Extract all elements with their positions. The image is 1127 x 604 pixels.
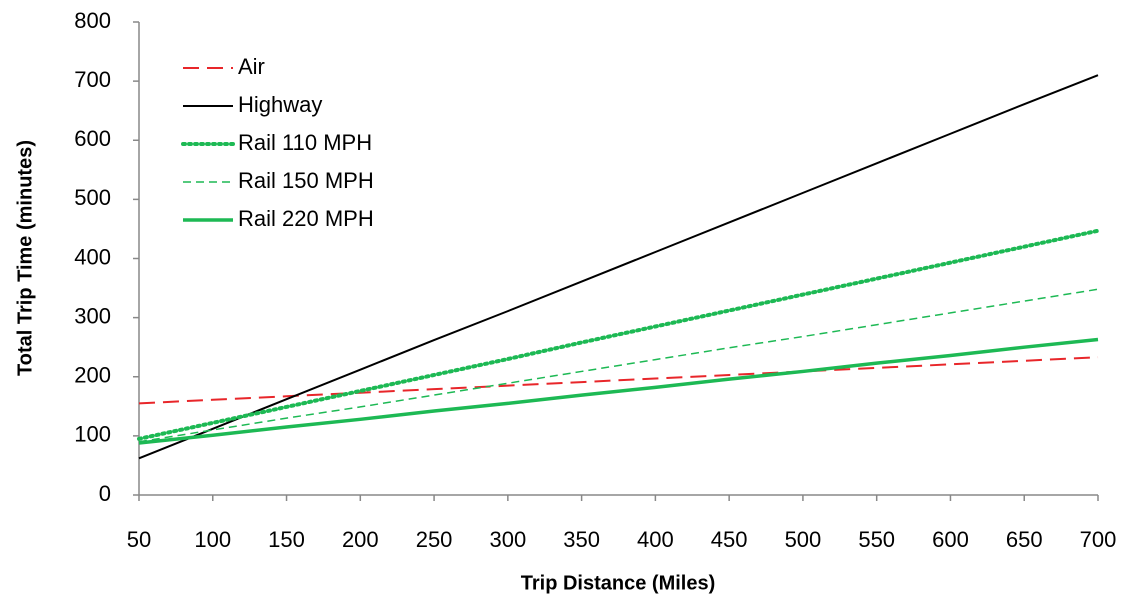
x-tick-label: 100 bbox=[194, 527, 231, 552]
series-line bbox=[138, 288, 1099, 443]
y-tick-label: 300 bbox=[74, 303, 111, 328]
series-line bbox=[138, 356, 1099, 405]
y-tick-label: 0 bbox=[99, 481, 111, 506]
y-tick-label: 500 bbox=[74, 185, 111, 210]
x-tick-label: 250 bbox=[416, 527, 453, 552]
y-tick-label: 700 bbox=[74, 67, 111, 92]
x-tick-label: 450 bbox=[711, 527, 748, 552]
y-tick-label: 200 bbox=[74, 363, 111, 388]
y-tick-label: 100 bbox=[74, 422, 111, 447]
legend-label: Rail 150 MPH bbox=[238, 168, 374, 193]
x-tick-label: 200 bbox=[342, 527, 379, 552]
x-tick-label: 50 bbox=[127, 527, 151, 552]
series-line bbox=[138, 74, 1099, 460]
legend-label: Highway bbox=[238, 92, 322, 117]
x-tick-label: 350 bbox=[563, 527, 600, 552]
x-tick-label: 600 bbox=[932, 527, 969, 552]
y-axis-title: Total Trip Time (minutes) bbox=[14, 140, 36, 376]
x-tick-label: 650 bbox=[1006, 527, 1043, 552]
legend-label: Rail 110 MPH bbox=[238, 130, 372, 155]
x-tick-label: 300 bbox=[489, 527, 526, 552]
x-axis-title: Trip Distance (Miles) bbox=[521, 572, 716, 594]
y-tick-label: 600 bbox=[74, 126, 111, 151]
series-line bbox=[137, 228, 1100, 441]
x-tick-label: 150 bbox=[268, 527, 305, 552]
x-tick-label: 400 bbox=[637, 527, 674, 552]
x-tick-label: 700 bbox=[1080, 527, 1117, 552]
series-line bbox=[138, 337, 1099, 445]
x-tick-label: 550 bbox=[858, 527, 895, 552]
y-tick-label: 400 bbox=[74, 244, 111, 269]
y-tick-label: 800 bbox=[74, 8, 111, 33]
legend-label: Rail 220 MPH bbox=[238, 206, 374, 231]
legend-label: Air bbox=[238, 54, 265, 79]
x-tick-label: 500 bbox=[785, 527, 822, 552]
